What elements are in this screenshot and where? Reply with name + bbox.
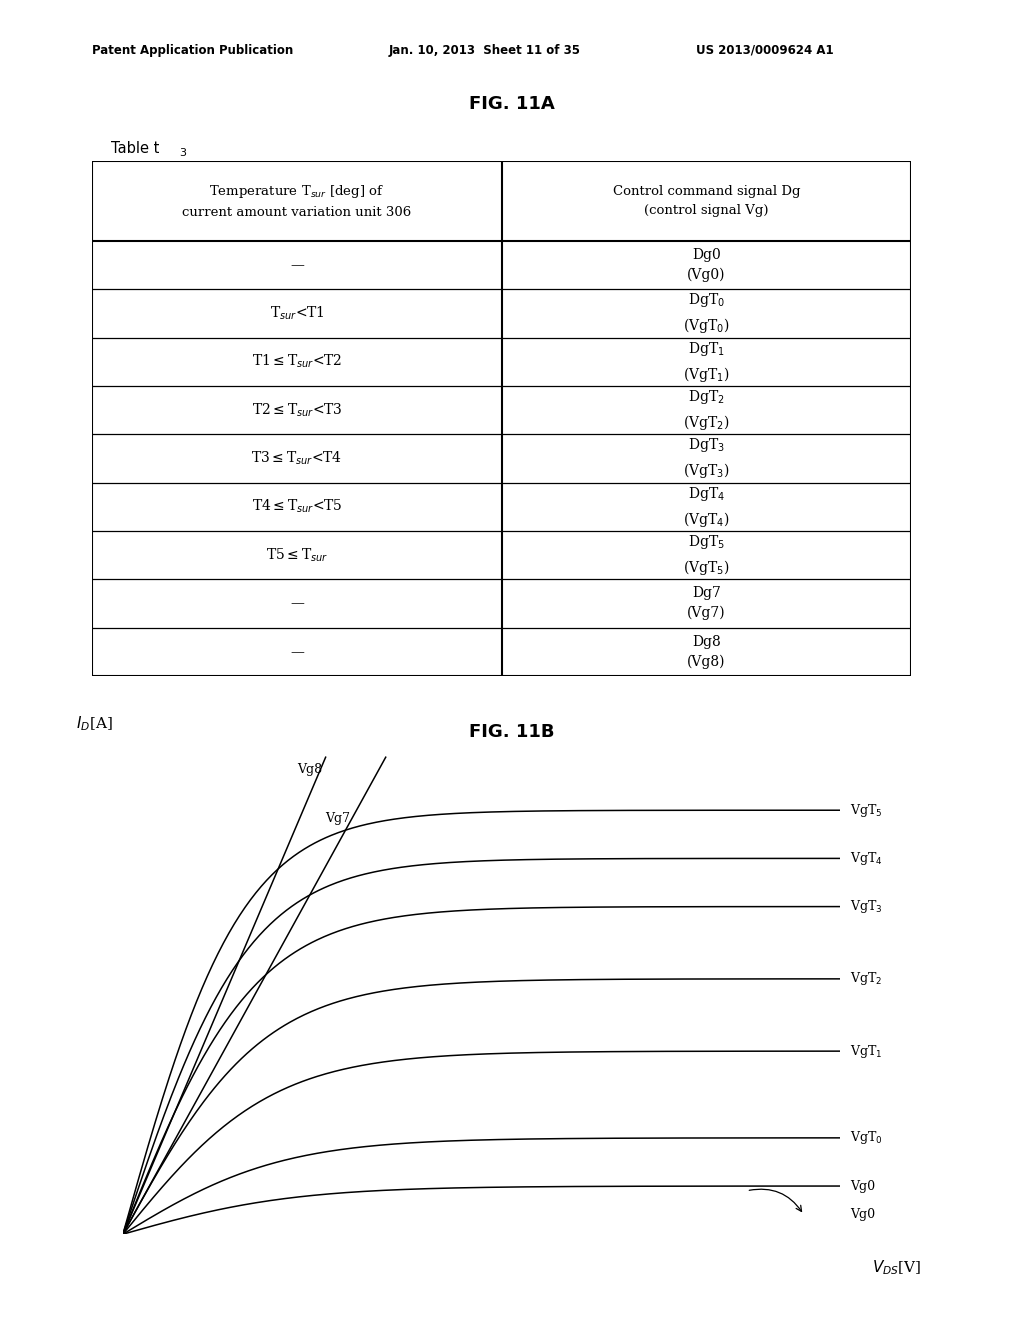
Text: FIG. 11A: FIG. 11A (469, 95, 555, 114)
Text: 3: 3 (179, 148, 186, 158)
Text: FIG. 11B: FIG. 11B (469, 723, 555, 742)
Text: Control command signal Dg
(control signal Vg): Control command signal Dg (control signa… (612, 185, 801, 216)
Text: T2$\leq$T$_{sur}$<T3: T2$\leq$T$_{sur}$<T3 (252, 401, 342, 418)
Text: T1$\leq$T$_{sur}$<T2: T1$\leq$T$_{sur}$<T2 (252, 352, 342, 371)
Text: $V_{DS}$[V]: $V_{DS}$[V] (872, 1258, 922, 1278)
Text: Dg8
(Vg8): Dg8 (Vg8) (687, 635, 726, 669)
Text: —: — (290, 257, 304, 272)
Text: VgT$_2$: VgT$_2$ (850, 970, 883, 987)
Text: VgT$_5$: VgT$_5$ (850, 801, 883, 818)
Text: Vg0: Vg0 (850, 1208, 876, 1221)
Text: DgT$_0$
(VgT$_0$): DgT$_0$ (VgT$_0$) (683, 292, 730, 335)
Text: T5$\leq$T$_{sur}$: T5$\leq$T$_{sur}$ (266, 546, 328, 564)
Text: Dg7
(Vg7): Dg7 (Vg7) (687, 586, 726, 620)
Text: DgT$_2$
(VgT$_2$): DgT$_2$ (VgT$_2$) (683, 388, 730, 432)
Text: Temperature T$_{sur}$ [deg] of
current amount variation unit 306: Temperature T$_{sur}$ [deg] of current a… (182, 183, 412, 219)
Text: Vg7: Vg7 (326, 812, 350, 825)
Text: —: — (290, 644, 304, 659)
Text: Vg0: Vg0 (850, 1180, 876, 1192)
Text: T3$\leq$T$_{sur}$<T4: T3$\leq$T$_{sur}$<T4 (251, 450, 343, 467)
Text: DgT$_1$
(VgT$_1$): DgT$_1$ (VgT$_1$) (683, 339, 730, 384)
Text: Patent Application Publication: Patent Application Publication (92, 44, 294, 57)
Text: —: — (290, 597, 304, 610)
Text: DgT$_3$
(VgT$_3$): DgT$_3$ (VgT$_3$) (683, 437, 730, 480)
Text: Vg8: Vg8 (297, 763, 322, 776)
Text: VgT$_4$: VgT$_4$ (850, 850, 883, 867)
Text: US 2013/0009624 A1: US 2013/0009624 A1 (696, 44, 834, 57)
Text: Dg0
(Vg0): Dg0 (Vg0) (687, 248, 726, 282)
Text: T$_{sur}$<T1: T$_{sur}$<T1 (269, 305, 325, 322)
Text: DgT$_5$
(VgT$_5$): DgT$_5$ (VgT$_5$) (683, 533, 730, 577)
Text: Jan. 10, 2013  Sheet 11 of 35: Jan. 10, 2013 Sheet 11 of 35 (389, 44, 582, 57)
Text: VgT$_0$: VgT$_0$ (850, 1130, 883, 1146)
Text: VgT$_3$: VgT$_3$ (850, 898, 883, 915)
Text: $I_D$[A]: $I_D$[A] (76, 714, 113, 733)
Text: T4$\leq$T$_{sur}$<T5: T4$\leq$T$_{sur}$<T5 (252, 498, 342, 515)
Text: VgT$_1$: VgT$_1$ (850, 1043, 883, 1060)
Text: Table t: Table t (111, 141, 159, 156)
Text: DgT$_4$
(VgT$_4$): DgT$_4$ (VgT$_4$) (683, 484, 730, 529)
